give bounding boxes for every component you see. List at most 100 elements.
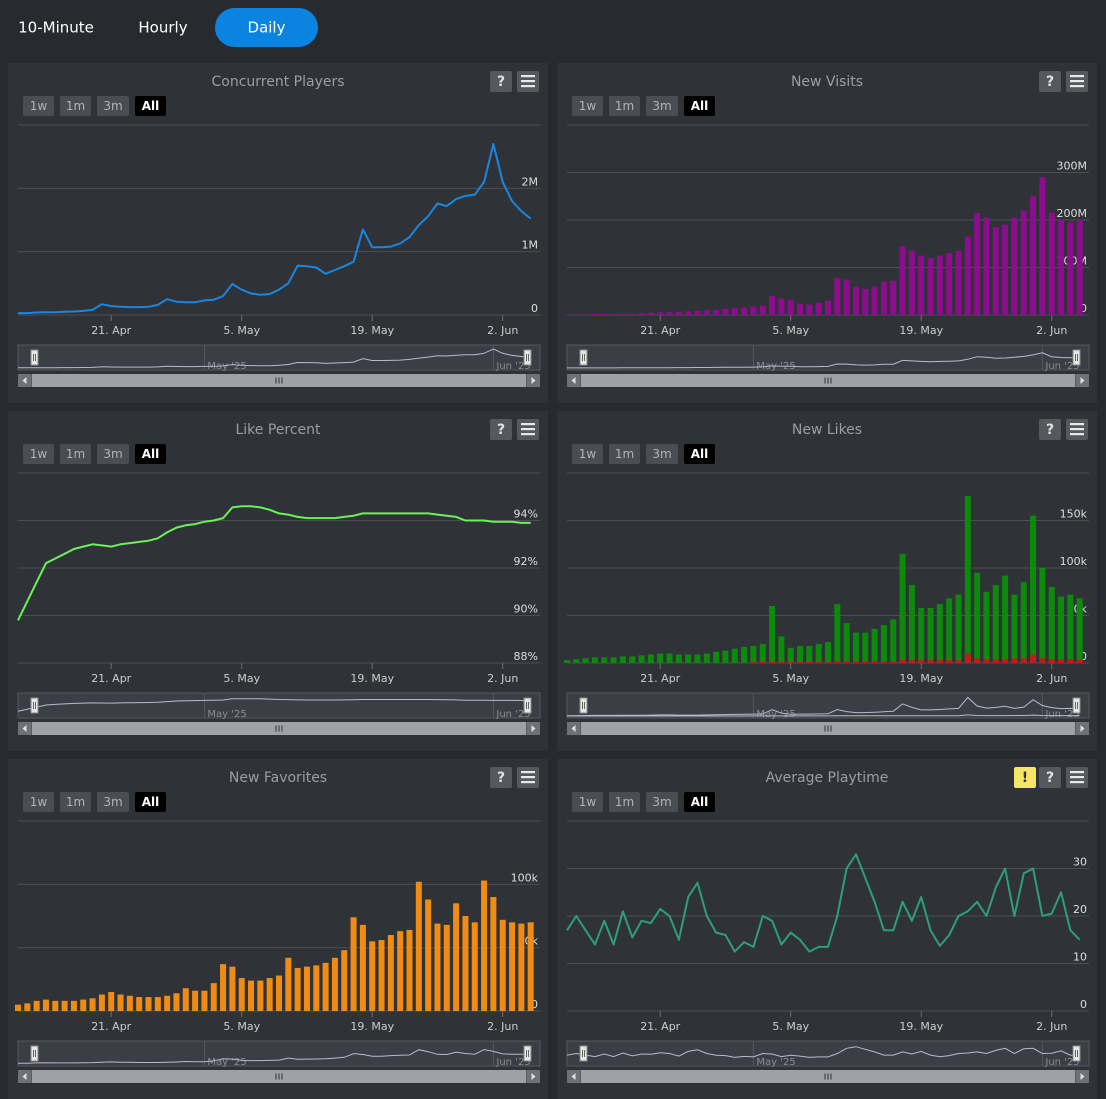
tab-label: 10-Minute — [18, 19, 94, 37]
scrollbar-arrow — [571, 1073, 576, 1080]
scrollbar[interactable] — [567, 722, 1089, 735]
range-button[interactable]: 1m — [609, 792, 640, 812]
bar — [778, 298, 785, 315]
help-button[interactable]: ? — [1039, 767, 1061, 788]
navigator-handle[interactable] — [30, 697, 39, 714]
navigator-handle[interactable] — [1072, 697, 1081, 714]
help-button[interactable]: ? — [490, 767, 512, 788]
bar — [42, 999, 49, 1011]
help-button[interactable]: ? — [1039, 71, 1061, 92]
range-button-box — [60, 444, 91, 464]
navigator-handle[interactable] — [579, 349, 588, 366]
bar — [248, 980, 255, 1011]
scrollbar-arrow — [571, 725, 576, 732]
navigator-handle-box — [30, 349, 39, 366]
range-button[interactable]: 3m — [97, 444, 129, 464]
range-button[interactable]: All — [135, 792, 166, 812]
navigator-handle-box — [523, 349, 532, 366]
tab[interactable]: 10-Minute — [18, 19, 94, 37]
navigator-handle[interactable] — [523, 349, 532, 366]
range-button[interactable]: 1m — [60, 792, 91, 812]
navigator-handle[interactable] — [30, 349, 39, 366]
range-button-label: 1w — [579, 99, 597, 113]
navigator-handle[interactable] — [579, 1045, 588, 1062]
bar — [1002, 224, 1009, 315]
range-button-label: 3m — [652, 447, 671, 461]
menu-button[interactable] — [517, 419, 539, 440]
bar — [666, 312, 673, 315]
tab[interactable]: Daily — [215, 8, 318, 47]
x-tick-label: 19. May — [350, 672, 394, 685]
range-button[interactable]: All — [135, 444, 166, 464]
range-button[interactable]: 1w — [572, 96, 603, 116]
help-button[interactable]: ? — [490, 419, 512, 440]
bar — [1011, 594, 1018, 663]
x-tick-label: 5. May — [772, 324, 809, 337]
range-button[interactable]: All — [135, 96, 166, 116]
range-button[interactable]: All — [684, 444, 715, 464]
bar — [415, 881, 422, 1011]
scrollbar[interactable] — [18, 1070, 540, 1083]
range-button[interactable]: 1w — [23, 96, 54, 116]
range-button[interactable]: 3m — [646, 96, 678, 116]
navigator-handle-box — [523, 1045, 532, 1062]
range-button[interactable]: 3m — [646, 444, 678, 464]
scrollbar[interactable] — [567, 1070, 1089, 1083]
menu-button[interactable] — [1066, 71, 1088, 92]
navigator-handle[interactable] — [523, 697, 532, 714]
menu-bar — [521, 75, 535, 78]
range-button[interactable]: 3m — [646, 792, 678, 812]
menu-button[interactable] — [1066, 767, 1088, 788]
help-button-glyph: ? — [497, 74, 505, 90]
bar — [713, 309, 720, 315]
menu-button[interactable] — [517, 71, 539, 92]
navigator-handle-box — [579, 349, 588, 366]
bar — [591, 657, 598, 663]
range-button[interactable]: 3m — [97, 792, 129, 812]
navigator-handle[interactable] — [1072, 349, 1081, 366]
range-button[interactable]: 1m — [609, 444, 640, 464]
bar — [1030, 654, 1037, 663]
bar — [313, 965, 320, 1011]
menu-button[interactable] — [1066, 419, 1088, 440]
bar — [880, 661, 887, 663]
range-button[interactable]: 1w — [23, 792, 54, 812]
range-button-box — [60, 96, 91, 116]
navigator-handle[interactable] — [30, 1045, 39, 1062]
range-button[interactable]: 1m — [60, 96, 91, 116]
range-button-label: 1w — [579, 447, 597, 461]
x-tick-label: 19. May — [899, 1020, 943, 1033]
x-tick-label: 21. Apr — [640, 672, 680, 685]
tab[interactable]: Hourly — [138, 19, 187, 37]
range-button[interactable]: 1m — [609, 96, 640, 116]
navigator-handle[interactable] — [579, 697, 588, 714]
bar — [741, 646, 748, 663]
range-button[interactable]: 1w — [572, 792, 603, 812]
range-button[interactable]: 3m — [97, 96, 129, 116]
bar — [825, 300, 831, 315]
menu-button[interactable] — [517, 767, 539, 788]
scrollbar-arrow — [1080, 1073, 1085, 1080]
bar — [359, 924, 366, 1011]
help-button[interactable]: ? — [1039, 419, 1061, 440]
warning-button[interactable]: ! — [1014, 767, 1036, 788]
navigator-handle[interactable] — [1072, 1045, 1081, 1062]
navigator-handle[interactable] — [523, 1045, 532, 1062]
bar — [378, 940, 385, 1011]
range-button[interactable]: 1w — [23, 444, 54, 464]
scrollbar[interactable] — [18, 722, 540, 735]
navigator-line — [17, 698, 531, 712]
scrollbar-arrow — [531, 1073, 536, 1080]
bar — [936, 660, 943, 663]
range-button[interactable]: 1m — [60, 444, 91, 464]
range-button[interactable]: All — [684, 792, 715, 812]
chart-title: New Visits — [791, 74, 863, 90]
scrollbar[interactable] — [567, 374, 1089, 387]
range-button[interactable]: All — [684, 96, 715, 116]
range-button[interactable]: 1w — [572, 444, 603, 464]
x-tick-label: 19. May — [899, 324, 943, 337]
help-button[interactable]: ? — [490, 71, 512, 92]
scrollbar[interactable] — [18, 374, 540, 387]
bar — [843, 279, 850, 315]
